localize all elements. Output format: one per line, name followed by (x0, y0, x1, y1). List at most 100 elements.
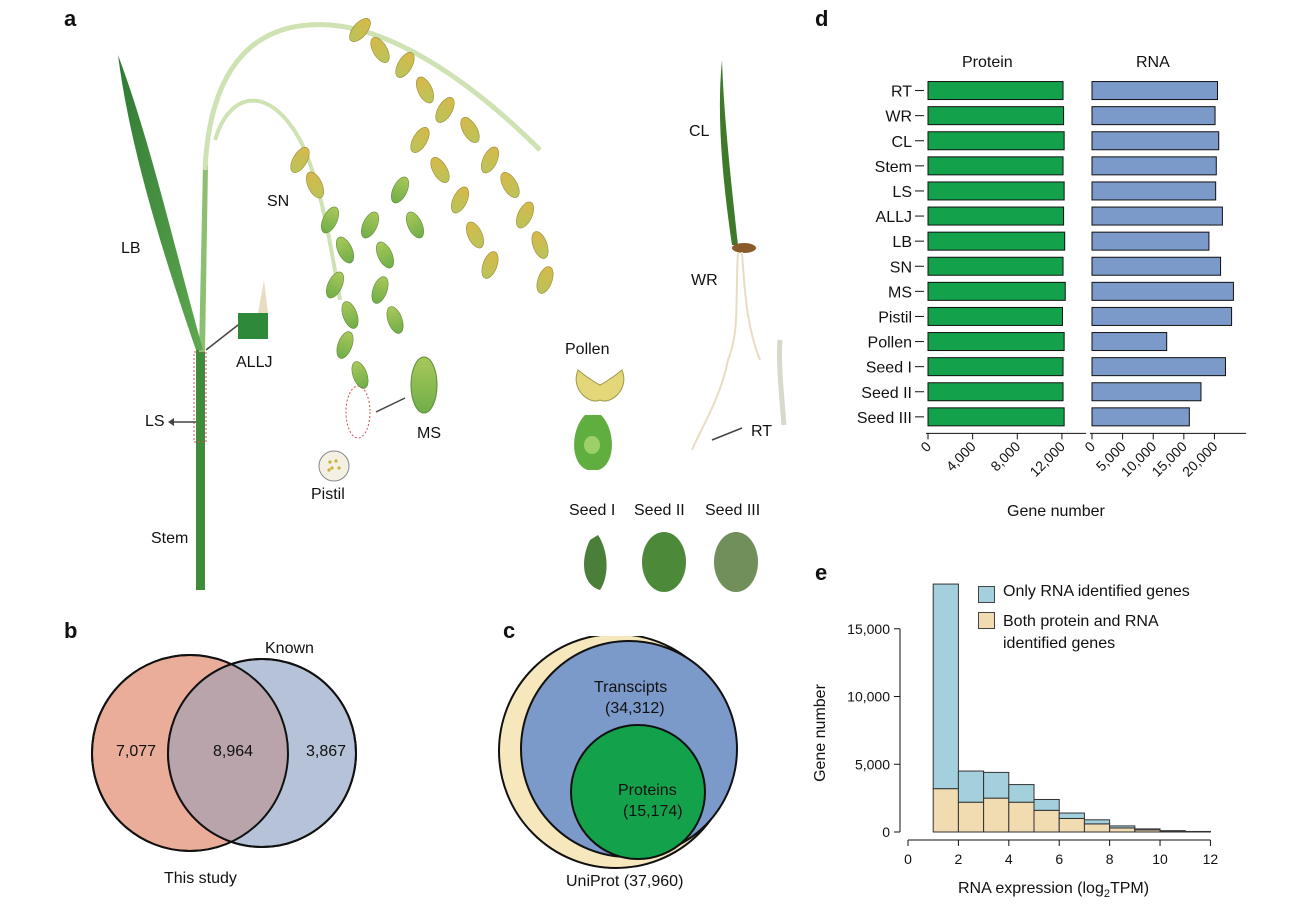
stem-shape (196, 350, 205, 590)
venn-left-value: 7,077 (116, 743, 157, 760)
ms-spikelet-shape (410, 356, 438, 414)
venn-right-label: Known (265, 640, 314, 657)
chart-e-bar-only-rna (1134, 828, 1161, 831)
chart-d-bar-protein (927, 357, 1064, 377)
transcripts-value: (34,312) (605, 700, 665, 717)
chart-e-xtick-label: 0 (904, 851, 912, 867)
uniprot-label: UniProt (37,960) (566, 873, 684, 890)
proteins-label: Proteins (618, 782, 677, 799)
plant-illustration (118, 18, 787, 592)
chart-d-xtick-label-protein: 8,000 (987, 438, 1023, 474)
chart-d-category-label: LB (892, 234, 912, 251)
chart-e-xtick-label: 4 (1005, 851, 1013, 867)
panel-e-letter: e (815, 560, 828, 585)
chart-d-category-label: WR (885, 109, 912, 126)
chart-d-bar-rna (1091, 81, 1219, 101)
chart-e-bar-both (983, 797, 1010, 833)
label-seed1: Seed I (569, 502, 616, 519)
chart-d-category-label: Seed III (857, 410, 912, 427)
legend-label-only-rna: Only RNA identified genes (1003, 583, 1190, 600)
chart-e-bar-only-rna (1083, 819, 1111, 825)
label-seed3: Seed III (705, 502, 761, 519)
chart-e-xtick-label: 2 (955, 851, 963, 867)
legend-swatch-both (978, 612, 995, 629)
chart-d-xtick-label-protein: 12,000 (1026, 438, 1068, 480)
chart-d-category-label: MS (888, 284, 912, 301)
label-cl: CL (689, 123, 710, 140)
proteins-circle (570, 724, 706, 860)
label-ls: LS (145, 413, 165, 430)
chart-e-bar-both (1033, 809, 1060, 833)
proteins-value: (15,174) (623, 803, 683, 820)
leaf-blade-shape (118, 55, 203, 350)
chart-d-xtick-label-rna: 20,000 (1179, 438, 1221, 480)
chart-e-ytick-label: 15,000 (847, 621, 890, 637)
chart-d-xlabel: Gene number (1007, 503, 1105, 520)
chart-d-category-label: CL (892, 134, 913, 151)
chart-d-xtick-label-protein: 0 (917, 438, 934, 455)
chart-d-bar-rna (1091, 407, 1190, 427)
chart-e-ylabel: Gene number (811, 684, 829, 782)
label-lb: LB (121, 240, 141, 257)
chart-d-gene-number: RT WR CL Stem LS ALLJ LB SN MS Pistil Pollen Seed I… (857, 81, 1246, 480)
chart-d-bar-protein (927, 382, 1064, 402)
panel-a-letter: a (64, 6, 77, 31)
chart-d-bar-protein (927, 332, 1065, 352)
chart-d-bar-rna (1091, 357, 1226, 377)
chart-e-bar-both (1058, 817, 1085, 833)
chart-d-bar-rna (1091, 281, 1234, 301)
chart-d-xtick-label-rna: 0 (1081, 438, 1098, 455)
chart-e-bar-both (957, 801, 985, 833)
chart-d-bar-rna (1091, 231, 1210, 251)
chart-d-rna-title: RNA (1136, 54, 1170, 71)
label-ms: MS (417, 425, 441, 442)
chart-d-bar-rna (1091, 131, 1220, 151)
chart-e-bar-only-rna (1058, 812, 1085, 819)
chart-d-bar-rna (1091, 106, 1216, 126)
chart-e-bar-only-rna (1008, 784, 1035, 803)
chart-d-category-label: Pistil (878, 309, 912, 326)
chart-e-xtick-label: 10 (1152, 851, 1168, 867)
chart-e-bar-only-rna (932, 583, 959, 790)
legend-swatch-only-rna (978, 586, 995, 603)
label-sn: SN (267, 193, 290, 210)
chart-d-bar-protein (927, 281, 1066, 301)
chart-d-bar-rna (1091, 332, 1168, 352)
label-seed2: Seed II (634, 502, 685, 519)
label-rt: RT (751, 423, 773, 440)
chart-e-bar-only-rna (957, 770, 985, 803)
chart-e-ytick-label: 5,000 (855, 756, 890, 772)
chart-d-bar-protein (927, 256, 1064, 276)
venn-left-label: This study (164, 870, 237, 887)
chart-d-bar-rna (1091, 206, 1223, 226)
chart-e-ytick-label: 10,000 (847, 689, 890, 705)
chart-d-bar-protein (927, 306, 1063, 326)
venn-overlap-value: 8,964 (213, 743, 254, 760)
chart-e-ytick-label: 0 (882, 824, 890, 840)
chart-d-category-label: LS (892, 184, 912, 201)
transcripts-label: Transcipts (594, 679, 668, 696)
chart-e-bar-both (1008, 801, 1035, 833)
legend-label-both-line2: identified genes (1003, 635, 1116, 652)
panel-c-letter: c (503, 618, 516, 643)
chart-e-bar-only-rna (1159, 830, 1186, 832)
seed3-shape (714, 532, 758, 592)
chart-e-xtick-label: 6 (1055, 851, 1063, 867)
chart-d-bar-protein (927, 407, 1065, 427)
allj-shape (238, 313, 268, 339)
coleoptile-shape (719, 60, 738, 245)
label-allj: ALLJ (236, 354, 273, 371)
label-wr: WR (691, 272, 718, 289)
chart-d-protein-title: Protein (962, 54, 1013, 71)
chart-d-category-label: Stem (875, 159, 912, 176)
panel-b-letter: b (64, 618, 78, 643)
chart-d-bar-rna (1091, 156, 1217, 176)
nested-circles-c (498, 636, 738, 869)
chart-d-category-label: Seed II (861, 385, 912, 402)
chart-d-bar-protein (927, 131, 1065, 151)
chart-d-bar-protein (927, 81, 1064, 101)
chart-e-bar-only-rna (1109, 825, 1136, 829)
chart-d-bar-protein (927, 106, 1065, 126)
chart-e-xtick-label: 12 (1203, 851, 1219, 867)
chart-d-category-label: RT (891, 84, 912, 101)
